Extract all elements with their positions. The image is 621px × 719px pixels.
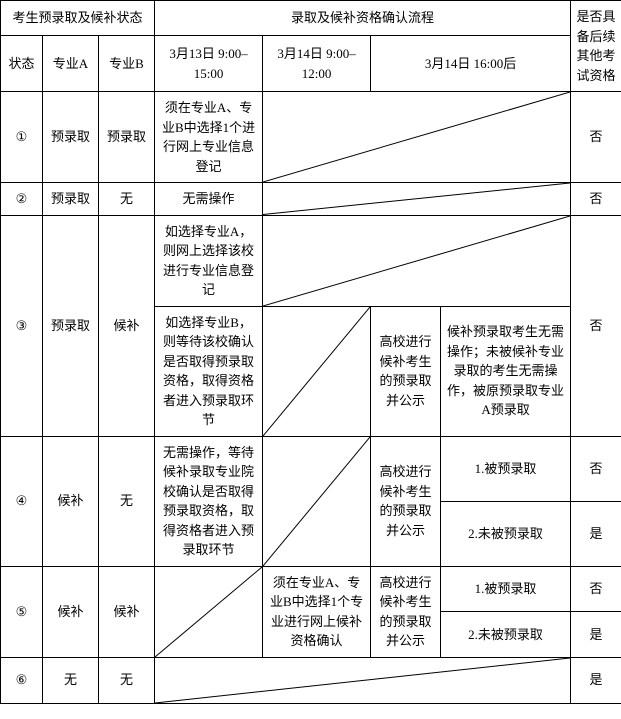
eligibility-cell: 否	[571, 215, 621, 436]
table-row: ③ 预录取 候补 如选择专业A，则网上选择该校进行专业信息登记 否	[1, 215, 621, 306]
flow-cell: 候补预录取考生无需操作；未被候补专业录取的考生无需操作，被原预录取专业A预录取	[441, 306, 571, 436]
flow-cell: 高校进行候补考生的预录取并公示	[371, 306, 441, 436]
state-cell: ①	[1, 92, 43, 183]
header-major-b: 专业B	[99, 36, 155, 92]
flow-table: 考生预录取及候补状态 录取及候补资格确认流程 是否具备后续其他考试资格 状态 专…	[0, 0, 621, 704]
header-group-status: 考生预录取及候补状态	[1, 1, 155, 36]
state-cell: ⑤	[1, 566, 43, 657]
state-cell: ③	[1, 215, 43, 436]
major-b-cell: 无	[99, 183, 155, 216]
flow-cell: 须在专业A、专业B中选择1个进行网上专业信息登记	[155, 92, 263, 183]
header-major-a: 专业A	[43, 36, 99, 92]
eligibility-cell: 否	[571, 566, 621, 612]
major-a-cell: 候补	[43, 436, 99, 566]
header-time-2: 3月14日 9:00–12:00	[263, 36, 371, 92]
table-row: ⑥ 无 无 是	[1, 657, 621, 703]
diagonal-empty-cell	[155, 566, 263, 657]
flow-cell: 如选择专业B，则等待该校确认是否取得预录取资格，取得资格者进入预录取环节	[155, 306, 263, 436]
eligibility-cell: 是	[571, 501, 621, 566]
header-time-3: 3月14日 16:00后	[371, 36, 571, 92]
eligibility-cell: 否	[571, 183, 621, 216]
flow-cell: 高校进行候补考生的预录取并公示	[371, 436, 441, 566]
flow-cell: 1.被预录取	[441, 436, 571, 501]
flow-cell: 如选择专业A，则网上选择该校进行专业信息登记	[155, 215, 263, 306]
major-b-cell: 候补	[99, 566, 155, 657]
major-b-cell: 无	[99, 436, 155, 566]
major-a-cell: 预录取	[43, 183, 99, 216]
header-row-2: 状态 专业A 专业B 3月13日 9:00–15:00 3月14日 9:00–1…	[1, 36, 621, 92]
diagonal-empty-cell	[263, 215, 571, 306]
major-b-cell: 预录取	[99, 92, 155, 183]
diagonal-empty-cell	[263, 436, 371, 566]
table-row: ⑤ 候补 候补 须在专业A、专业B中选择1个专业进行网上候补资格确认 高校进行候…	[1, 566, 621, 612]
flow-cell: 2.未被预录取	[441, 612, 571, 658]
major-a-cell: 预录取	[43, 92, 99, 183]
diagonal-empty-cell	[263, 183, 571, 216]
eligibility-cell: 否	[571, 92, 621, 183]
eligibility-cell: 是	[571, 657, 621, 703]
header-time-1: 3月13日 9:00–15:00	[155, 36, 263, 92]
major-b-cell: 无	[99, 657, 155, 703]
table-row: ④ 候补 无 无需操作，等待候补录取专业院校确认是否取得预录取资格，取得资格者进…	[1, 436, 621, 501]
diagonal-empty-cell	[263, 306, 371, 436]
major-a-cell: 无	[43, 657, 99, 703]
header-state: 状态	[1, 36, 43, 92]
table-row: ① 预录取 预录取 须在专业A、专业B中选择1个进行网上专业信息登记 否	[1, 92, 621, 183]
major-a-cell: 预录取	[43, 215, 99, 436]
diagonal-empty-cell	[155, 657, 571, 703]
major-a-cell: 候补	[43, 566, 99, 657]
flow-cell: 无需操作	[155, 183, 263, 216]
eligibility-cell: 是	[571, 612, 621, 658]
state-cell: ⑥	[1, 657, 43, 703]
state-cell: ④	[1, 436, 43, 566]
header-group-flow: 录取及候补资格确认流程	[155, 1, 571, 36]
flow-cell: 须在专业A、专业B中选择1个专业进行网上候补资格确认	[263, 566, 371, 657]
major-b-cell: 候补	[99, 215, 155, 436]
flow-cell: 高校进行候补考生的预录取并公示	[371, 566, 441, 657]
flow-cell: 1.被预录取	[441, 566, 571, 612]
state-cell: ②	[1, 183, 43, 216]
diagonal-empty-cell	[263, 92, 571, 183]
flow-cell: 无需操作，等待候补录取专业院校确认是否取得预录取资格，取得资格者进入预录取环节	[155, 436, 263, 566]
eligibility-cell: 否	[571, 436, 621, 501]
header-eligibility: 是否具备后续其他考试资格	[571, 1, 621, 92]
flow-cell: 2.未被预录取	[441, 501, 571, 566]
table-row: ② 预录取 无 无需操作 否	[1, 183, 621, 216]
header-row-1: 考生预录取及候补状态 录取及候补资格确认流程 是否具备后续其他考试资格	[1, 1, 621, 36]
